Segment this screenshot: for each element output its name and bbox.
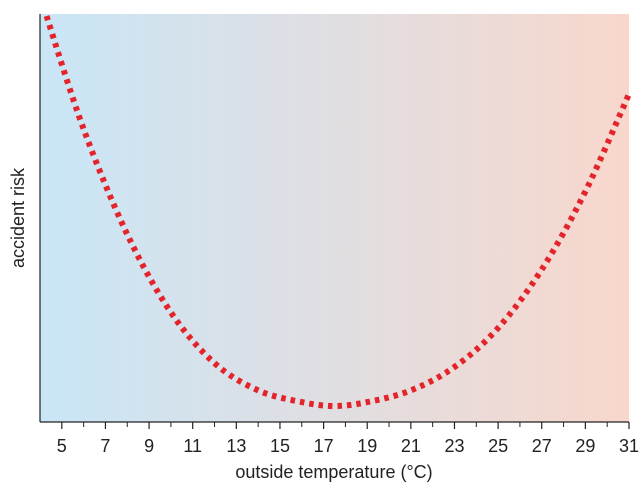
x-tick-label: 31 (619, 436, 639, 456)
x-tick-label: 7 (100, 436, 110, 456)
x-tick-label: 13 (226, 436, 246, 456)
x-tick-label: 21 (401, 436, 421, 456)
x-tick-label: 29 (575, 436, 595, 456)
x-tick-label: 23 (444, 436, 464, 456)
x-axis-title: outside temperature (°C) (235, 462, 432, 482)
x-tick-label: 11 (183, 436, 202, 456)
tick-layer: 5 7 9 11 13 15 17 19 21 23 25 27 29 31 (57, 422, 639, 456)
x-tick-label: 17 (314, 436, 334, 456)
y-axis-title: accident risk (8, 167, 28, 268)
x-tick-label: 15 (270, 436, 290, 456)
x-tick-label: 19 (357, 436, 377, 456)
x-tick-label: 25 (488, 436, 508, 456)
x-tick-label: 5 (57, 436, 67, 456)
x-tick-label: 9 (144, 436, 154, 456)
x-tick-label: 27 (532, 436, 552, 456)
plot-background (40, 14, 629, 422)
